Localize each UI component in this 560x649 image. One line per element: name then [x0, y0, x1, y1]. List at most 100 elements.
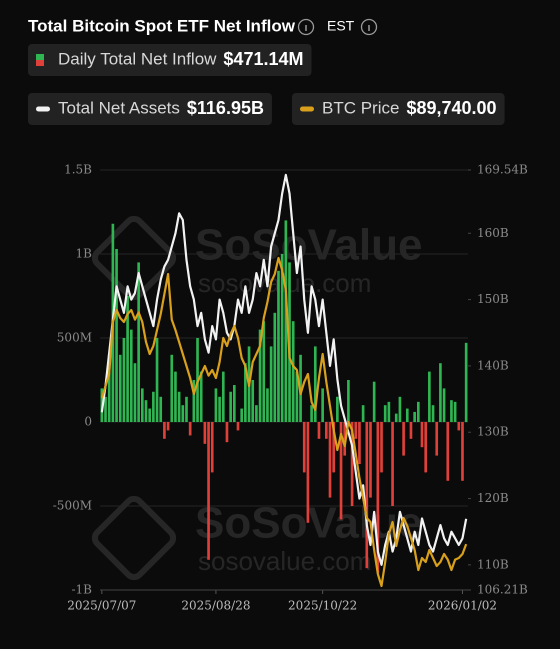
- bar: [192, 380, 196, 422]
- bar: [122, 338, 126, 422]
- bar: [177, 391, 181, 422]
- bar: [317, 422, 321, 439]
- line: [100, 173, 468, 566]
- bar: [107, 354, 111, 422]
- bar: [350, 422, 354, 506]
- bar: [409, 422, 413, 439]
- bar: [328, 422, 332, 498]
- legend-label: BTC Price: [322, 98, 399, 117]
- bar: [185, 396, 188, 422]
- bar: [398, 396, 402, 422]
- bar: [188, 422, 192, 436]
- bar: [181, 405, 185, 422]
- bar: [457, 422, 461, 431]
- y-tick-label: -1B: [71, 583, 92, 597]
- bar: [118, 354, 122, 422]
- bar: [383, 405, 387, 422]
- watermark-logo: [91, 215, 177, 301]
- bar: [442, 388, 446, 422]
- bar: [313, 346, 317, 422]
- bar: [229, 391, 232, 422]
- legend-swatch: [300, 106, 314, 112]
- x-tick-label: 2025/07/07: [67, 599, 136, 613]
- info-icon[interactable]: [360, 18, 378, 36]
- bar: [361, 405, 365, 422]
- bar: [280, 254, 284, 422]
- bar: [148, 408, 152, 422]
- bar: [258, 329, 262, 422]
- bar: [251, 380, 255, 422]
- watermark-logo: [91, 495, 177, 581]
- y2-tick-label: 130B: [477, 425, 509, 439]
- info-icon[interactable]: [297, 18, 315, 36]
- bar: [266, 388, 269, 422]
- bar: [115, 248, 118, 422]
- line: [100, 256, 468, 588]
- watermark: SoSoValue sosovalue.com SoSoValue sosova…: [91, 215, 422, 581]
- watermark-url: sosovalue.com: [198, 546, 371, 576]
- bar: [144, 400, 148, 422]
- chart-title: Total Bitcoin Spot ETF Net Inflow: [28, 16, 296, 35]
- bar: [387, 401, 391, 422]
- bar: [416, 401, 420, 422]
- bar: [129, 329, 133, 422]
- bar: [126, 296, 129, 422]
- bar: [199, 371, 203, 422]
- bar: [159, 396, 163, 422]
- bar: [104, 396, 107, 422]
- bar: [137, 262, 140, 422]
- x-tick-label: 2026/01/02: [428, 599, 497, 613]
- bar: [277, 270, 280, 422]
- y2-tick-label: 160B: [477, 226, 509, 240]
- bar: [170, 354, 174, 422]
- y-tick-label: 0: [84, 415, 92, 429]
- bar: [244, 363, 247, 422]
- legend-swatch: [36, 60, 44, 66]
- bar: [255, 405, 258, 422]
- x-tick-label: 2025/08/28: [181, 599, 250, 613]
- bar: [306, 422, 310, 523]
- bar: [291, 321, 295, 422]
- bar: [218, 396, 221, 422]
- bar: [428, 371, 431, 422]
- bar: [439, 363, 442, 422]
- bar: [358, 422, 361, 464]
- bar: [405, 408, 409, 422]
- legend-value: $116.95B: [187, 98, 264, 118]
- bar: [372, 381, 376, 422]
- bar: [225, 422, 229, 443]
- bar: [369, 422, 372, 498]
- bar: [339, 422, 343, 520]
- bar: [273, 312, 277, 422]
- bar: [413, 411, 416, 422]
- legend-item[interactable]: [28, 44, 312, 76]
- bar: [435, 422, 439, 456]
- bar: [269, 346, 273, 422]
- legend-item[interactable]: [292, 93, 505, 125]
- y-tick-label: 500M: [57, 331, 92, 345]
- bar: [166, 422, 170, 431]
- legend-item[interactable]: [28, 93, 272, 125]
- y2-tick-label: 106.21B: [477, 583, 528, 597]
- bar: [236, 422, 240, 431]
- bar: [310, 405, 313, 422]
- bar: [453, 401, 457, 422]
- bar: [240, 408, 244, 422]
- bar: [461, 422, 464, 481]
- legend-label: Daily Total Net Inflow: [58, 49, 217, 68]
- bar: [391, 422, 394, 506]
- bar: [207, 422, 210, 560]
- legend-value: $89,740.00: [406, 98, 496, 118]
- legend-swatch: [36, 106, 50, 112]
- bar: [214, 388, 218, 422]
- bar: [431, 405, 435, 422]
- bar: [152, 391, 155, 422]
- bar: [464, 342, 468, 422]
- y-tick-label: -500M: [53, 499, 92, 513]
- bar: [336, 396, 339, 422]
- legend-label: Total Net Assets: [58, 98, 180, 117]
- y2-tick-label: 169.54B: [477, 163, 528, 177]
- bar: [424, 422, 428, 473]
- bar: [365, 422, 369, 569]
